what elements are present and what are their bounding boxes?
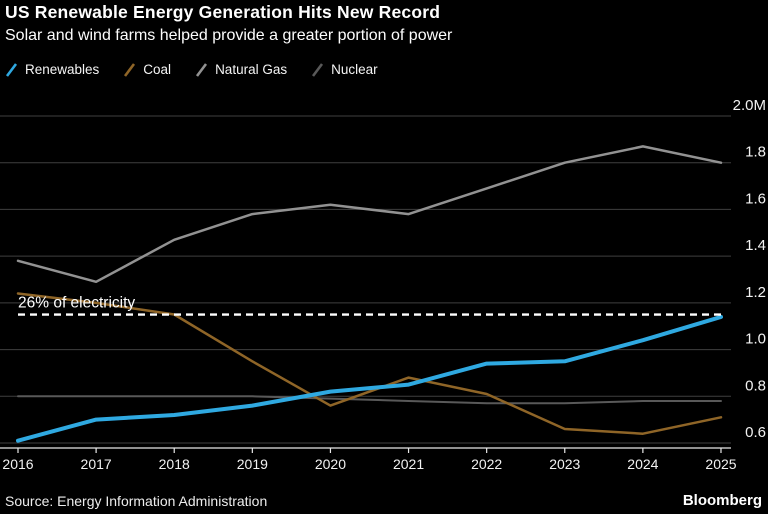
legend-label: Coal (143, 62, 172, 77)
x-axis-label: 2022 (471, 456, 502, 472)
y-axis-label: 0.6 (745, 424, 766, 441)
series-line-nuclear (17, 395, 722, 405)
legend-slash-icon (5, 62, 18, 77)
x-axis-label: 2016 (2, 456, 33, 472)
y-axis-label: 1.8 (745, 144, 766, 161)
page-title: US Renewable Energy Generation Hits New … (5, 2, 441, 22)
legend-item-natural-gas: Natural Gas (195, 62, 287, 77)
x-axis-label: 2021 (393, 456, 424, 472)
series-line-renewables (16, 314, 723, 443)
x-axis-label: 2018 (159, 456, 190, 472)
legend-label: Natural Gas (215, 62, 288, 77)
legend-label: Renewables (25, 62, 100, 77)
legend-slash-icon (312, 62, 324, 77)
legend-slash-icon (124, 62, 136, 77)
chart-legend: Renewables Coal Natural Gas Nuclear (5, 62, 378, 77)
y-axis-label: 0.8 (745, 377, 766, 394)
series-line-natural-gas (16, 145, 723, 284)
y-axis-label: 1.4 (745, 237, 766, 254)
legend-slash-icon (196, 62, 208, 77)
legend-item-nuclear: Nuclear (311, 62, 378, 77)
threshold-label: 26% of electricity (18, 295, 135, 312)
x-axis-label: 2024 (627, 456, 658, 472)
y-axis-label: 1.0 (745, 331, 766, 348)
legend-item-renewables: Renewables (5, 62, 99, 77)
y-axis-label: 1.2 (745, 284, 766, 301)
y-axis-label: 1.6 (745, 190, 766, 207)
legend-item-coal: Coal (123, 62, 171, 77)
x-axis-label: 2019 (237, 456, 268, 472)
x-axis-label: 2023 (549, 456, 580, 472)
bloomberg-logo: Bloomberg (682, 492, 762, 509)
page-subtitle: Solar and wind farms helped provide a gr… (5, 27, 453, 44)
source-note: Source: Energy Information Administratio… (5, 493, 268, 509)
y-axis-label: 2.0M (733, 97, 766, 114)
legend-label: Nuclear (331, 62, 378, 77)
x-axis-label: 2025 (705, 456, 736, 472)
series-line-coal (16, 292, 723, 435)
x-axis-label: 2020 (315, 456, 346, 472)
x-axis-label: 2017 (81, 456, 112, 472)
